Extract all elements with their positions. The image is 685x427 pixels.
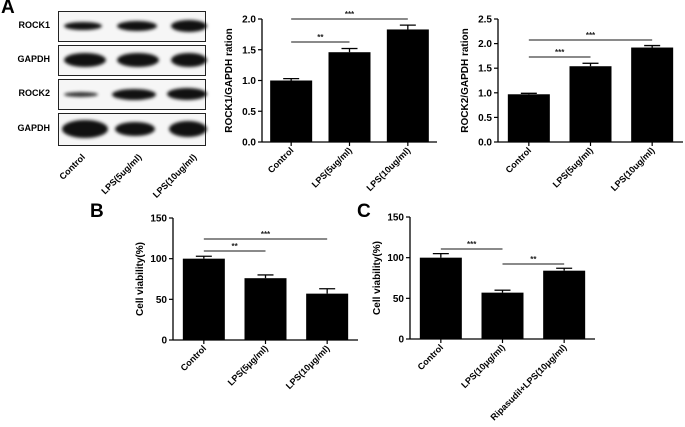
blot-row-label: ROCK2	[18, 88, 50, 98]
bar	[182, 258, 225, 340]
chart-rock1-ratio: 0.0 0.5 1.0 1.5 2.0 ROCK1/GAPDH ration Control…	[224, 10, 437, 193]
svg-text:0.5: 0.5	[478, 113, 492, 124]
blot-lane-label: LPS(5ug/ml)	[99, 152, 145, 197]
chart-rock2-ratio: 0.0 0.5 1.0 1.5 2.0 2.5 ROCK2/GAPDH ration Cont…	[460, 15, 683, 193]
western-blot: ROCK1 GAPDH ROCK2 GAPDH Control LPS(5ug/…	[0, 0, 207, 200]
blot-row-label: ROCK1	[18, 20, 50, 30]
x-tick-label: LPS(10ug/ml)	[365, 145, 413, 193]
x-tick-label: LPS(5ug/ml)	[551, 145, 595, 189]
x-tick-label: LPS(10μg/ml)	[284, 343, 332, 391]
significance-marker: **	[232, 242, 239, 251]
x-tick-label: Control	[179, 343, 209, 373]
svg-text:0: 0	[161, 336, 167, 347]
blot-lane-label: Control	[57, 152, 88, 182]
bar	[270, 80, 313, 142]
x-tick-label: LPS(10μg/ml)	[459, 342, 507, 390]
bar	[419, 257, 462, 339]
svg-text:2.5: 2.5	[478, 15, 492, 26]
bar	[631, 47, 674, 143]
svg-text:1.5: 1.5	[242, 45, 256, 56]
chart-cell-viability-b: 0 50 100 150 Cell viability(%) Control LPS(5μg…	[135, 214, 358, 391]
significance-marker: ***	[261, 230, 271, 239]
significance-marker: **	[317, 33, 324, 42]
svg-text:0.0: 0.0	[478, 138, 492, 149]
svg-text:1.0: 1.0	[478, 88, 492, 99]
significance-marker: ***	[467, 240, 477, 249]
significance-marker: ***	[555, 48, 565, 57]
x-tick-label: Control	[504, 145, 534, 175]
x-tick-label: LPS(10ug/ml)	[609, 145, 657, 193]
blot-strip-rock1	[58, 11, 207, 42]
bar	[507, 94, 550, 142]
blot-row-label: GAPDH	[17, 54, 50, 64]
blot-strip-rock2	[58, 79, 207, 110]
x-tick-label: Control	[266, 145, 296, 175]
blot-strip-gapdh-2	[58, 113, 207, 146]
y-axis-label: ROCK1/GAPDH ration	[224, 28, 235, 132]
svg-text:150: 150	[387, 213, 404, 224]
x-tick-label: LPS(5ug/ml)	[310, 145, 354, 189]
significance-marker: **	[530, 255, 537, 264]
svg-text:0: 0	[398, 335, 404, 346]
svg-text:100: 100	[150, 254, 167, 265]
svg-text:2.0: 2.0	[478, 39, 492, 50]
svg-text:50: 50	[156, 295, 168, 306]
blot-strip-gapdh-1	[58, 45, 207, 76]
bar	[386, 29, 429, 142]
y-axis-label: Cell viability(%)	[372, 241, 383, 315]
svg-text:100: 100	[387, 253, 404, 264]
panel-label-a: A	[1, 0, 15, 18]
bar	[244, 278, 287, 340]
svg-text:1.0: 1.0	[242, 76, 256, 87]
svg-text:0.5: 0.5	[242, 107, 256, 118]
blot-row-label: GAPDH	[17, 123, 50, 133]
bar	[543, 270, 586, 339]
svg-text:2.0: 2.0	[242, 15, 256, 26]
bar	[569, 66, 612, 142]
significance-marker: ***	[586, 31, 596, 40]
panel-label-c: C	[357, 201, 371, 222]
y-axis-label: Cell viability(%)	[135, 242, 146, 316]
svg-text:150: 150	[150, 214, 167, 225]
chart-cell-viability-c: 0 50 100 150 Cell viability(%) Control LPS(10μ…	[372, 213, 595, 422]
x-tick-label: LPS(5μg/ml)	[226, 343, 270, 387]
svg-text:0.0: 0.0	[242, 138, 256, 149]
blot-lane-label: LPS(10ug/ml)	[151, 152, 200, 200]
y-axis-label: ROCK2/GAPDH ration	[460, 28, 471, 132]
svg-text:50: 50	[393, 294, 405, 305]
bar	[328, 52, 371, 142]
significance-marker: ***	[345, 10, 355, 19]
svg-text:1.5: 1.5	[478, 64, 492, 75]
bar	[481, 292, 524, 339]
panel-label-b: B	[90, 201, 104, 222]
x-tick-label: Control	[416, 342, 446, 372]
bar	[306, 293, 349, 340]
